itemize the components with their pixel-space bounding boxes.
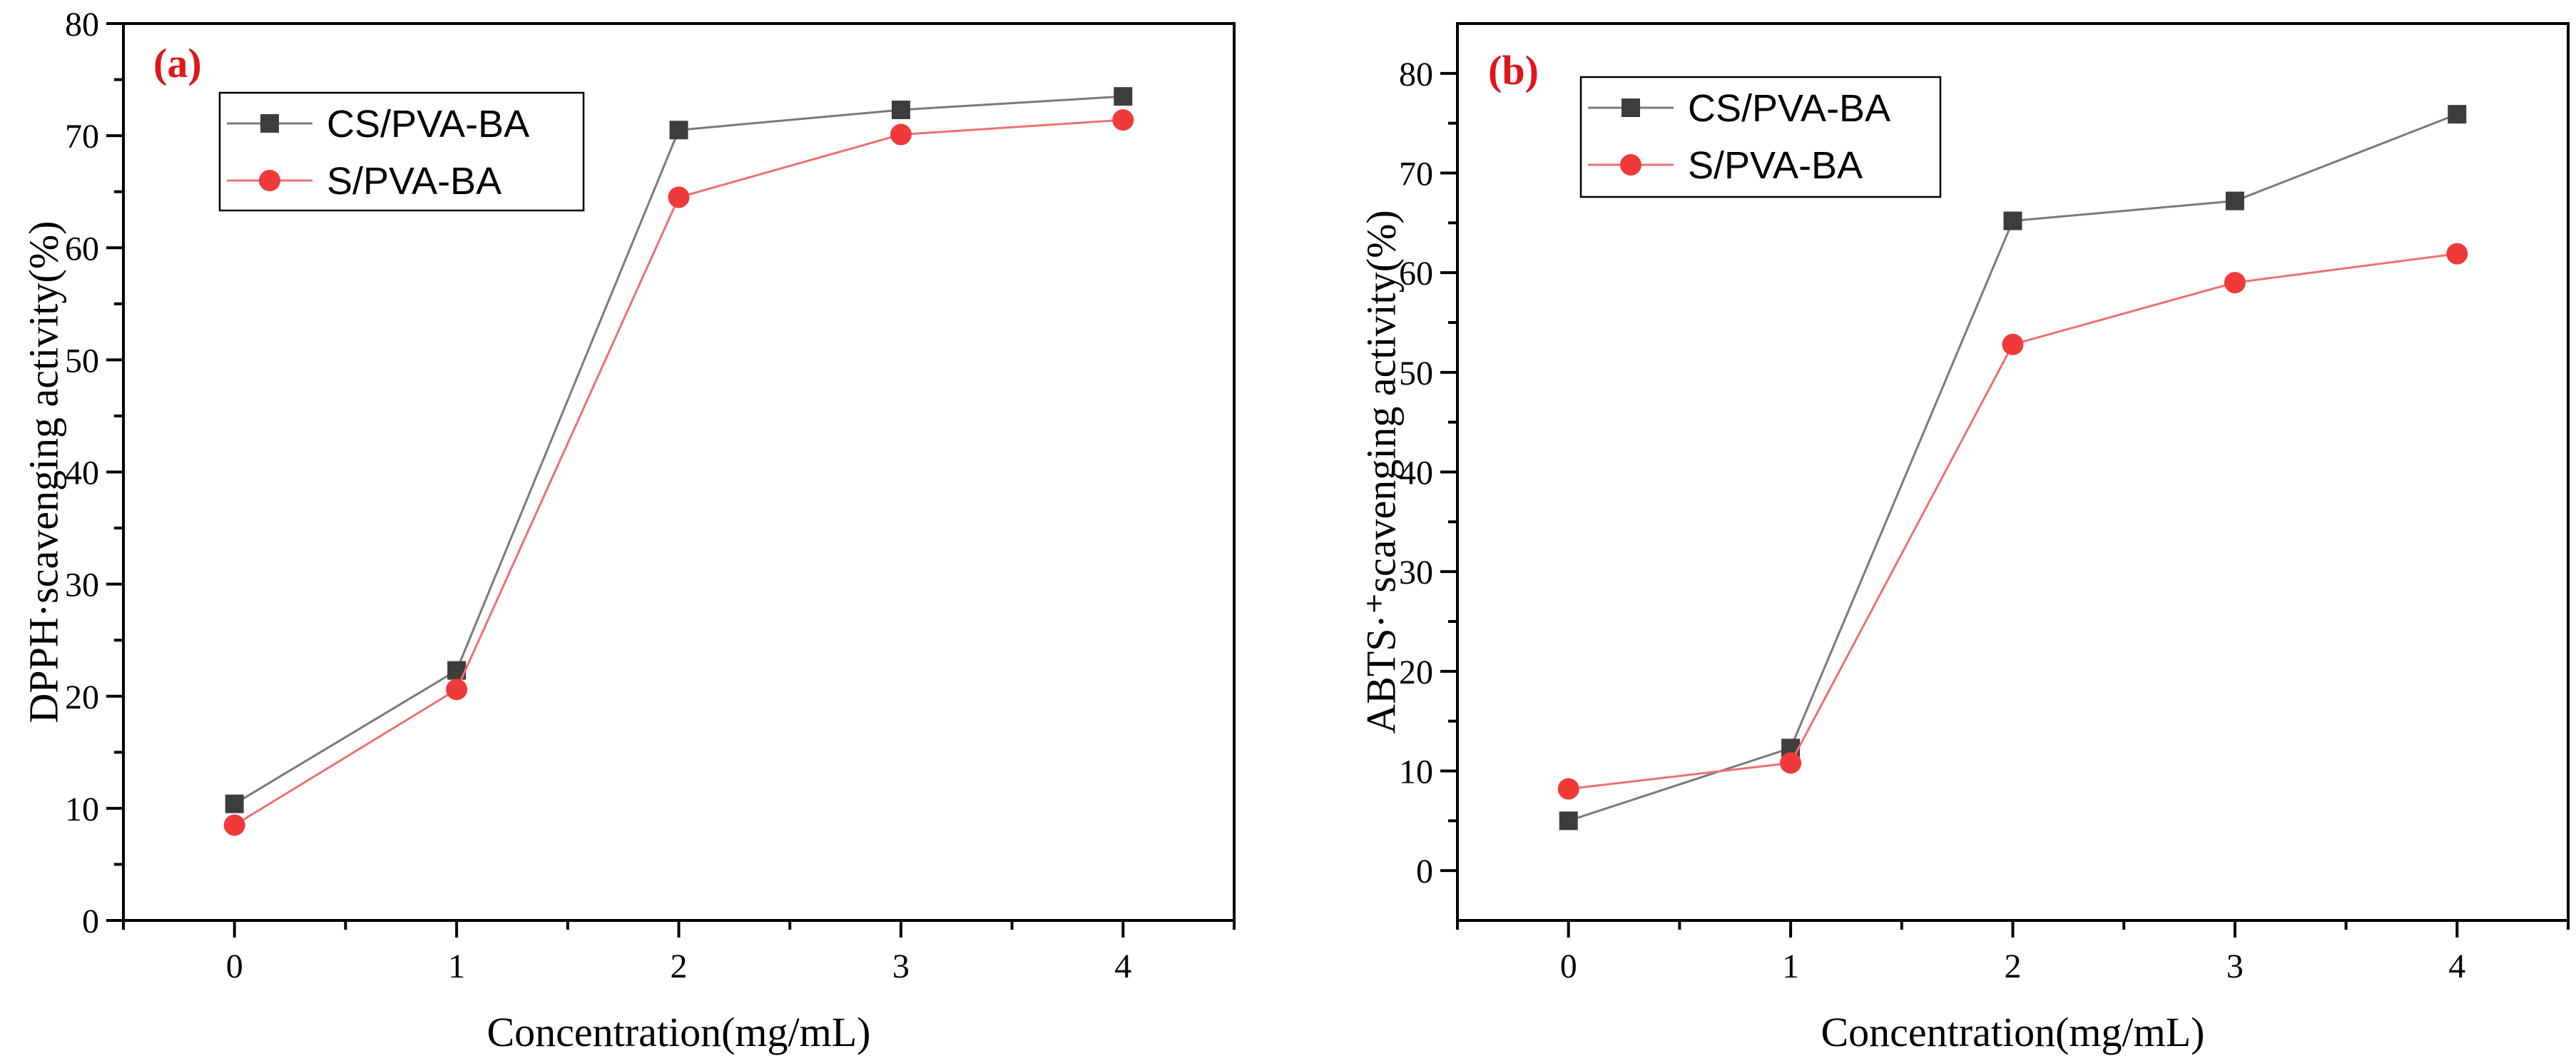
- y-tick-label: 40: [1399, 455, 1433, 492]
- data-point-square: [2448, 105, 2467, 124]
- y-tick-label: 80: [65, 6, 99, 44]
- y-tick-label: 60: [1399, 255, 1433, 293]
- y-tick-label: 30: [65, 567, 99, 604]
- series-line-S/PVA-BA: [233, 118, 1124, 826]
- data-point-circle: [223, 814, 245, 836]
- legend-box: [218, 91, 585, 212]
- x-tick-label: 0: [1560, 948, 1577, 985]
- y-tick-label: 0: [1416, 853, 1433, 890]
- x-tick-label: 3: [892, 948, 910, 985]
- chart-a: 0 1 2 3 401020304050607080Concentration(mg/m…: [20, 6, 1236, 1055]
- y-axis-label: DPPH·scavenging activity(%): [20, 221, 66, 724]
- x-tick-label: 1: [1782, 948, 1799, 985]
- data-point-square: [891, 100, 910, 119]
- legend-marker-circle: [259, 170, 280, 191]
- legend-marker-square: [260, 114, 279, 133]
- x-tick-label: 4: [2448, 948, 2465, 985]
- y-tick-label: 70: [65, 118, 99, 156]
- data-point-circle: [1112, 109, 1134, 131]
- data-point-circle: [446, 679, 468, 701]
- panel-label: (b): [1488, 47, 1539, 93]
- data-point-square: [225, 794, 244, 813]
- y-tick-label: 20: [1399, 654, 1433, 691]
- data-point-circle: [668, 186, 690, 208]
- data-point-square: [2225, 191, 2244, 210]
- x-tick-label: 0: [226, 948, 243, 985]
- y-tick-label: 50: [65, 342, 99, 380]
- y-tick-label: 10: [65, 791, 99, 828]
- data-point-circle: [2446, 243, 2468, 265]
- y-tick-label: 80: [1399, 56, 1433, 93]
- x-tick-label: 2: [2005, 948, 2022, 985]
- x-axis-label: Concentration(mg/mL): [1821, 1009, 2205, 1055]
- legend-marker-circle: [1620, 154, 1641, 176]
- chart-b: 0 1 2 3 401020304050607080Concentration(mg/m…: [1358, 22, 2570, 1055]
- legend-label: CS/PVA-BA: [1688, 87, 1890, 130]
- y-tick-label: 10: [1399, 753, 1433, 791]
- x-tick-label: 3: [2226, 948, 2244, 985]
- data-point-circle: [890, 123, 912, 146]
- x-tick-label: 1: [448, 948, 465, 985]
- y-tick-label: 40: [65, 455, 99, 492]
- legend-box: [1579, 76, 1942, 198]
- legend-label: S/PVA-BA: [327, 160, 502, 203]
- data-point-circle: [2002, 333, 2024, 355]
- y-tick-label: 50: [1399, 355, 1433, 392]
- x-tick-label: 2: [671, 948, 688, 985]
- legend-marker-square: [1622, 98, 1640, 117]
- legend-label: CS/PVA-BA: [327, 103, 529, 146]
- legend-label: S/PVA-BA: [1688, 144, 1863, 187]
- y-tick-label: 70: [1399, 156, 1433, 193]
- y-tick-label: 60: [65, 230, 99, 268]
- y-tick-label: 0: [82, 903, 99, 940]
- data-point-square: [2003, 211, 2022, 230]
- data-point-circle: [1557, 778, 1579, 800]
- y-tick-label: 30: [1399, 554, 1433, 592]
- data-point-circle: [1780, 752, 1802, 774]
- data-point-circle: [2224, 272, 2246, 294]
- x-axis-label: Concentration(mg/mL): [487, 1009, 871, 1055]
- data-point-square: [669, 121, 688, 140]
- y-tick-label: 20: [65, 679, 99, 716]
- panel-label: (a): [153, 40, 202, 86]
- data-point-square: [1559, 811, 1578, 831]
- x-tick-label: 4: [1114, 948, 1131, 985]
- data-point-square: [1114, 87, 1133, 106]
- y-axis-label: ABTS·⁺scavenging activity(%): [1358, 210, 1404, 734]
